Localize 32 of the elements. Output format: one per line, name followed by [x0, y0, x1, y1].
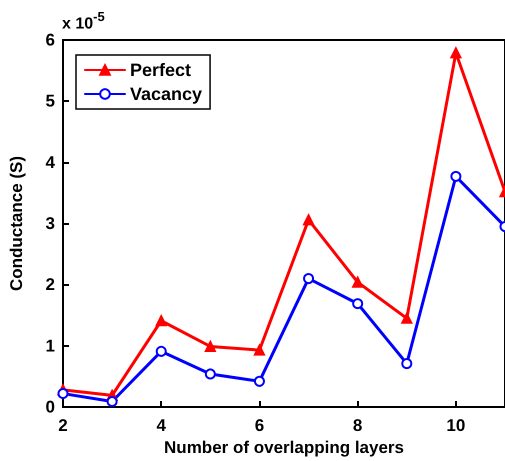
legend-label: Perfect	[130, 60, 192, 80]
x-tick-label: 8	[352, 416, 362, 435]
point	[204, 368, 216, 380]
y-axis-title: Conductance (S)	[7, 156, 26, 292]
legend-label: Vacancy	[130, 84, 202, 104]
x-axis-title: Number of overlapping layers	[164, 438, 404, 457]
point	[254, 376, 265, 387]
x-tick-label: 4	[156, 416, 166, 435]
point	[156, 315, 167, 326]
point	[303, 214, 314, 226]
point	[450, 47, 462, 58]
y-tick-label: 3	[46, 214, 55, 233]
point	[401, 358, 412, 370]
x-tick-label: 2	[58, 416, 68, 435]
y-tick-label: 0	[46, 398, 55, 416]
y-tick-label: 5	[46, 92, 55, 111]
point	[352, 298, 364, 310]
point	[58, 388, 68, 400]
y-tick-label: 2	[46, 275, 55, 294]
point	[450, 170, 462, 182]
y-tick-label: 6	[46, 30, 55, 50]
point	[156, 346, 167, 357]
x-tick-label: 6	[254, 416, 264, 435]
y-tick-label: 4	[46, 152, 56, 172]
point	[106, 396, 118, 407]
y-tick-label: 1	[46, 336, 55, 356]
point	[352, 276, 364, 288]
point	[204, 340, 216, 352]
point	[303, 273, 314, 284]
x-tick-label: 10	[446, 416, 466, 435]
point	[254, 344, 265, 356]
point	[401, 312, 412, 324]
